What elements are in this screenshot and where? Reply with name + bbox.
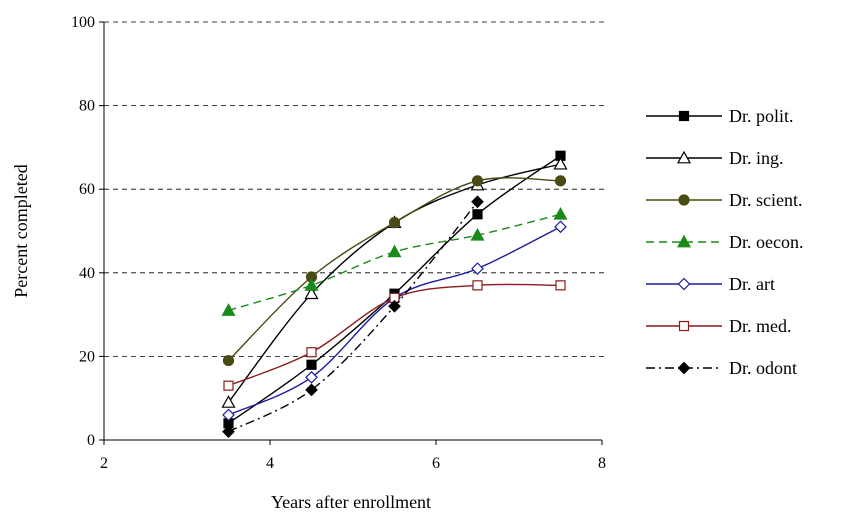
series-dr-ing <box>221 156 568 408</box>
y-tick-label: 60 <box>79 181 95 198</box>
series-dr-scient <box>222 175 567 367</box>
legend-item: Dr. odont <box>646 358 797 378</box>
x-tick-label: 8 <box>598 455 606 472</box>
data-point <box>388 299 401 313</box>
legend-item: Dr. oecon. <box>646 232 803 252</box>
x-axis-label: Years after enrollment <box>271 492 431 512</box>
data-point <box>471 195 484 209</box>
legend-marker <box>678 320 690 332</box>
legend-marker <box>676 150 692 164</box>
y-axis-label: Percent completed <box>11 164 31 297</box>
series <box>221 150 568 438</box>
series-dr-polit <box>223 150 566 429</box>
series-dr-oecon <box>221 207 568 316</box>
x-tick-label: 6 <box>432 455 440 472</box>
ticks: 0 20 40 60 80 100 2 4 6 8 <box>71 14 606 472</box>
legend-item: Dr. art <box>646 274 775 294</box>
legend-label: Dr. art <box>729 274 775 294</box>
data-point <box>306 347 317 358</box>
data-point <box>305 383 318 397</box>
series-dr-odont <box>222 195 484 438</box>
y-tick-label: 0 <box>87 432 95 449</box>
legend-label: Dr. scient. <box>729 190 803 210</box>
legend-marker <box>678 194 690 206</box>
data-point <box>305 370 318 384</box>
data-point <box>553 207 568 220</box>
data-point <box>471 175 484 187</box>
x-tick-label: 2 <box>100 455 108 472</box>
series-line <box>228 177 561 362</box>
data-point <box>553 156 568 170</box>
legend-marker <box>677 361 691 375</box>
legend-label: Dr. odont <box>729 358 797 378</box>
data-point <box>471 262 484 275</box>
x-tick-label: 4 <box>266 455 274 472</box>
legend: Dr. polit. Dr. ing. Dr. scient. Dr. oecon. D… <box>646 106 803 378</box>
legend-item: Dr. polit. <box>646 106 794 126</box>
legend-item: Dr. med. <box>646 316 792 336</box>
data-point <box>470 227 485 241</box>
data-point <box>222 408 235 422</box>
legend-label: Dr. med. <box>729 316 792 336</box>
series-dr-med <box>223 280 566 391</box>
data-point <box>222 354 235 367</box>
axes <box>103 22 602 441</box>
data-point <box>304 278 319 291</box>
data-point <box>388 217 401 229</box>
legend-label: Dr. ing. <box>729 148 784 168</box>
legend-label: Dr. oecon. <box>729 232 803 252</box>
data-point <box>554 175 567 187</box>
data-point <box>472 209 483 220</box>
data-point <box>221 395 236 408</box>
data-point <box>555 280 566 291</box>
data-point <box>221 303 236 316</box>
legend-item: Dr. ing. <box>646 148 784 168</box>
data-point <box>304 286 319 300</box>
legend-marker <box>676 234 692 248</box>
legend-label: Dr. polit. <box>729 106 794 126</box>
data-point <box>554 220 567 234</box>
y-tick-label: 20 <box>79 348 95 365</box>
y-tick-label: 80 <box>79 98 95 115</box>
series-line <box>228 201 479 433</box>
y-tick-label: 100 <box>71 14 95 31</box>
data-point <box>472 280 483 291</box>
data-point <box>223 380 234 391</box>
data-point <box>306 359 317 370</box>
gridlines <box>104 21 604 357</box>
data-point <box>222 425 235 438</box>
data-point <box>387 244 402 258</box>
legend-item: Dr. scient. <box>646 190 803 210</box>
y-tick-label: 40 <box>79 265 95 282</box>
legend-marker <box>678 110 690 122</box>
legend-marker <box>677 277 691 291</box>
